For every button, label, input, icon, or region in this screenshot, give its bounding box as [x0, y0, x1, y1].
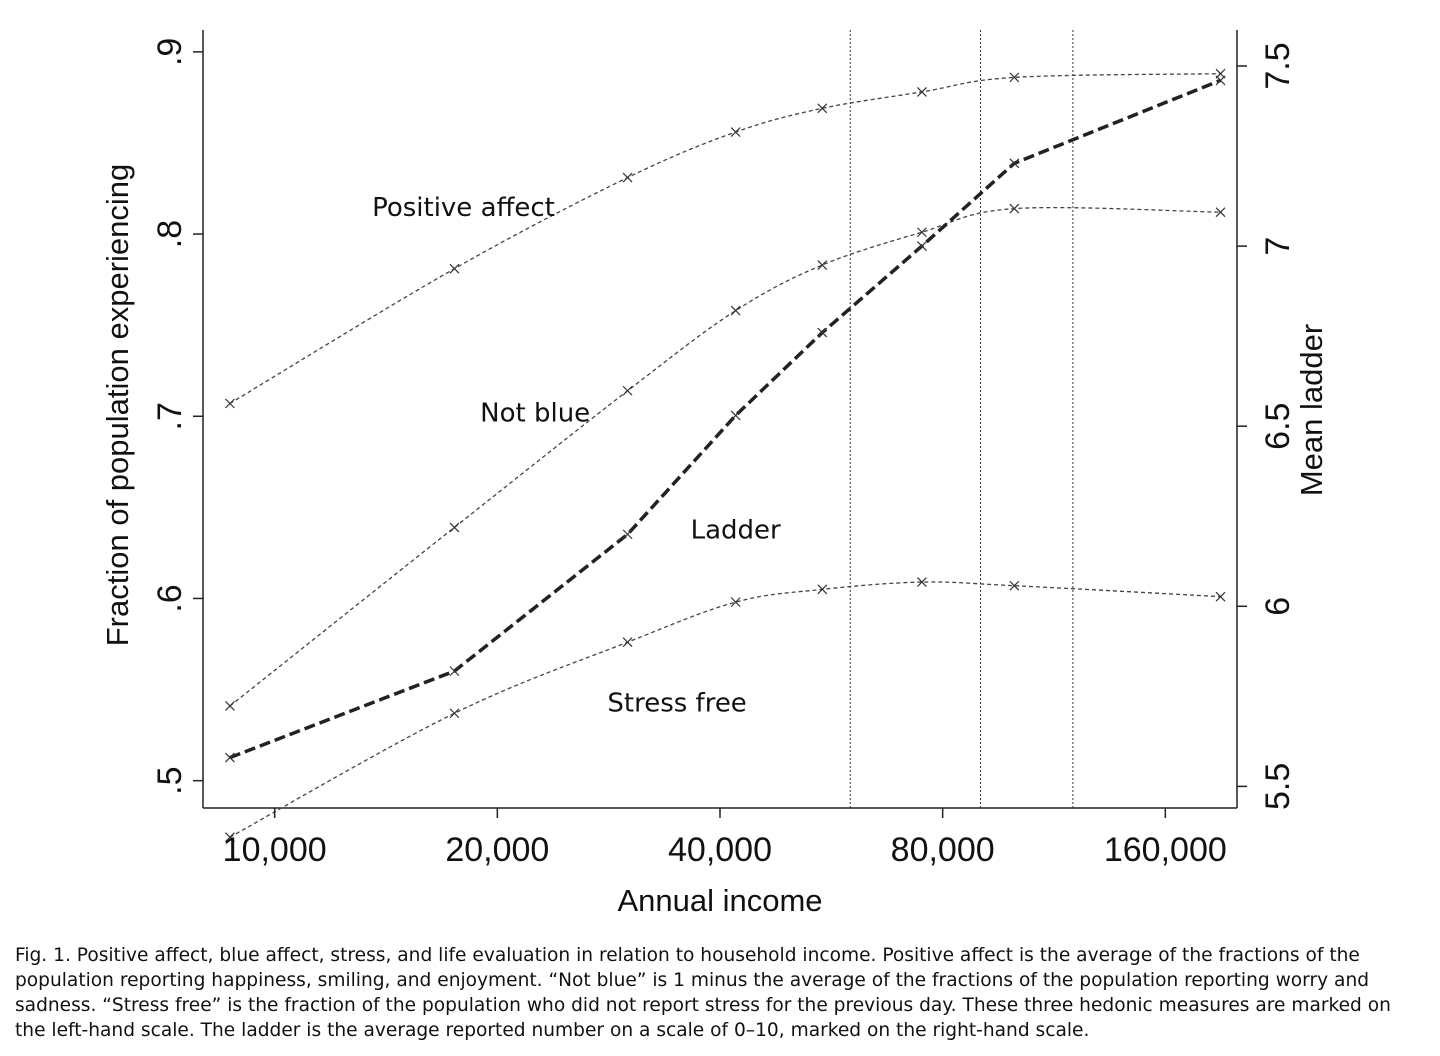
series-label: Ladder — [691, 515, 781, 545]
series-label: Stress free — [607, 688, 746, 718]
data-point-positive-affect — [917, 87, 927, 97]
data-point-stress-free — [730, 597, 741, 608]
data-point-not-blue — [225, 701, 235, 711]
right-y-tick-label: 6.5 — [1259, 403, 1297, 450]
series-line-not-blue — [229, 206, 1221, 707]
data-point-positive-affect — [730, 127, 741, 137]
right-y-tick-label: 7.5 — [1259, 42, 1297, 89]
left-y-axis-title: Fraction of population experiencing — [100, 164, 135, 647]
data-point-ladder — [449, 666, 460, 677]
data-point-stress-free — [917, 577, 927, 587]
x-axis-title: Annual income — [617, 883, 822, 918]
data-point-positive-affect — [622, 172, 633, 183]
data-point-not-blue — [730, 305, 741, 316]
data-point-not-blue — [1009, 203, 1020, 214]
x-tick-label: 160,000 — [1104, 831, 1227, 869]
right-y-tick-label: 7 — [1259, 237, 1297, 256]
income-wellbeing-chart: 10,000 20,000 40,000 80,000 160,000 .5 .6 .7 .8.… — [100, 30, 1329, 918]
series-labels: Positive affect Not blue Ladder Stress free — [372, 193, 781, 719]
series-ladder — [225, 75, 1226, 763]
x-tick-label: 40,000 — [668, 831, 772, 869]
series-label: Positive affect — [372, 193, 555, 223]
figure-caption: Fig. 1. Positive affect, blue affect, st… — [15, 945, 1391, 1041]
data-point-stress-free — [622, 637, 633, 648]
data-point-positive-affect — [449, 263, 460, 274]
left-y-tick-label: .6 — [151, 584, 189, 612]
x-tick-label: 20,000 — [445, 831, 549, 869]
data-point-ladder — [817, 327, 828, 338]
series-not-blue — [225, 203, 1226, 711]
data-point-positive-affect — [225, 398, 235, 409]
data-point-not-blue — [622, 385, 633, 396]
series-stress-free — [225, 577, 1226, 843]
right-y-axis-title: Mean ladder — [1294, 324, 1329, 496]
series-positive-affect — [225, 68, 1226, 409]
data-point-ladder — [1215, 75, 1226, 86]
x-tick-label: 10,000 — [223, 831, 327, 869]
series-label: Not blue — [480, 399, 590, 429]
left-y-tick-label: .5 — [151, 766, 189, 794]
left-y-tick-label: .8 — [151, 220, 189, 248]
data-point-stress-free — [1215, 591, 1226, 602]
data-point-stress-free — [225, 832, 235, 843]
data-point-ladder — [730, 410, 741, 421]
data-point-ladder — [225, 752, 235, 763]
series-layer — [225, 68, 1226, 843]
data-point-positive-affect — [817, 103, 828, 114]
series-line-stress-free — [229, 581, 1221, 838]
right-y-tick-label: 5.5 — [1259, 763, 1297, 810]
ticks-layer: 10,000 20,000 40,000 80,000 160,000 .5 .6 .7 .8.… — [151, 38, 1297, 869]
data-point-not-blue — [1215, 207, 1226, 218]
series-line-positive-affect — [229, 73, 1221, 405]
data-point-ladder — [1009, 158, 1020, 169]
data-point-ladder — [622, 529, 633, 540]
right-y-tick-label: 6 — [1259, 597, 1297, 616]
data-point-ladder — [917, 241, 927, 252]
x-tick-label: 80,000 — [891, 831, 995, 869]
left-y-tick-label: .9 — [151, 38, 189, 66]
series-line-ladder — [229, 78, 1222, 760]
data-point-positive-affect — [1009, 72, 1020, 83]
data-point-stress-free — [1009, 580, 1020, 591]
data-point-stress-free — [449, 708, 460, 719]
reference-lines — [849, 30, 1074, 808]
left-y-tick-label: .7 — [151, 402, 189, 430]
data-point-not-blue — [817, 260, 828, 270]
data-point-stress-free — [817, 584, 828, 595]
data-point-not-blue — [449, 522, 460, 533]
data-point-not-blue — [917, 227, 927, 238]
